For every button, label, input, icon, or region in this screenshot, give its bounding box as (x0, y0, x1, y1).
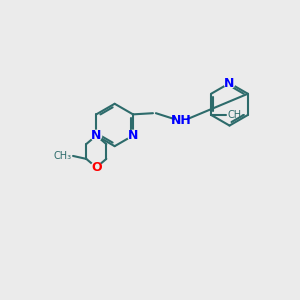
Text: N: N (224, 77, 235, 90)
Text: O: O (91, 161, 102, 174)
Text: NH: NH (170, 114, 191, 127)
Circle shape (176, 115, 186, 126)
Circle shape (224, 78, 235, 88)
Text: CH₃: CH₃ (53, 151, 72, 161)
Text: CH₃: CH₃ (227, 110, 245, 120)
Text: N: N (128, 129, 138, 142)
Text: N: N (91, 129, 101, 142)
Circle shape (91, 162, 102, 173)
Circle shape (128, 130, 138, 141)
Circle shape (91, 130, 102, 141)
